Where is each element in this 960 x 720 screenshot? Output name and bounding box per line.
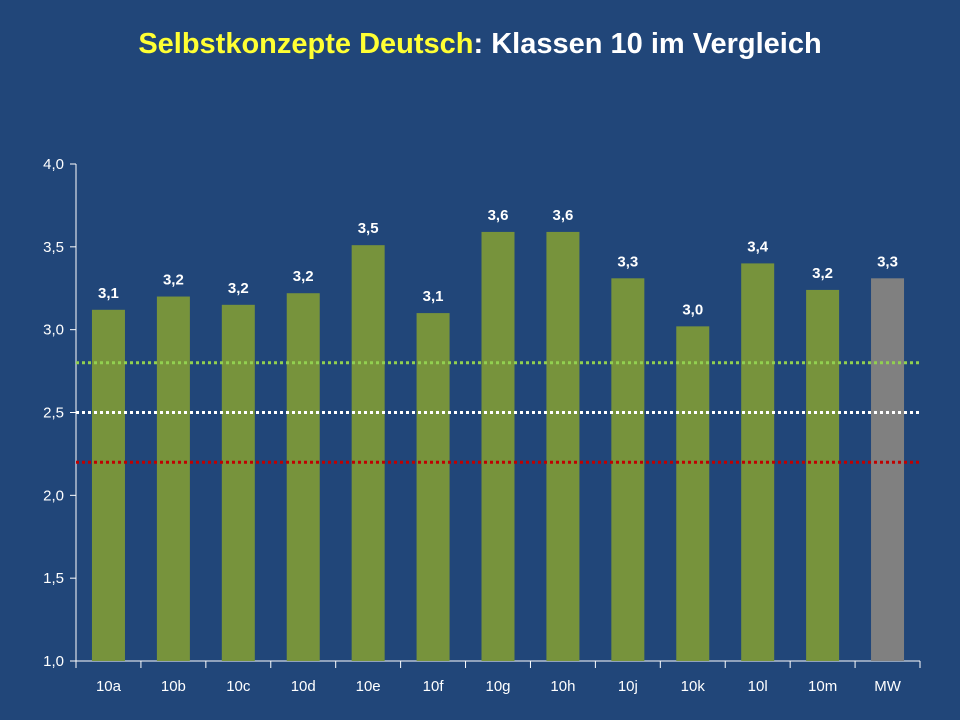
x-tick-label: 10m <box>808 678 837 695</box>
data-label: 3,4 <box>747 238 769 255</box>
data-label: 3,3 <box>617 253 638 270</box>
y-tick-label: 3,0 <box>43 322 64 339</box>
bar <box>91 309 125 661</box>
x-tick-label: 10h <box>550 678 575 695</box>
bar <box>741 263 775 661</box>
bar <box>156 296 190 661</box>
chart-title: Selbstkonzepte Deutsch: Klassen 10 im Ve… <box>0 28 960 61</box>
bar-mean <box>871 278 905 661</box>
x-tick-label: 10g <box>485 678 510 695</box>
data-label: 3,3 <box>877 253 898 270</box>
bar <box>416 313 450 661</box>
chart-title-highlight: Selbstkonzepte Deutsch <box>138 28 474 60</box>
data-label: 3,2 <box>293 268 314 285</box>
y-tick-label: 4,0 <box>43 156 64 173</box>
data-label: 3,2 <box>812 265 833 282</box>
bar <box>611 278 645 661</box>
x-tick-label: 10f <box>423 678 445 695</box>
x-tick-label: 10d <box>291 678 316 695</box>
data-label: 3,1 <box>98 285 119 302</box>
x-tick-label: 10k <box>681 678 706 695</box>
data-label: 3,6 <box>552 207 573 224</box>
y-tick-label: 2,5 <box>43 405 64 422</box>
bar <box>806 289 840 661</box>
bar <box>676 326 710 661</box>
x-tick-label: 10l <box>748 678 768 695</box>
bar <box>546 231 580 661</box>
bar <box>286 293 320 661</box>
y-tick-label: 3,5 <box>43 239 64 256</box>
y-tick-label: 1,0 <box>43 653 64 670</box>
bar <box>221 304 255 661</box>
y-tick-label: 1,5 <box>43 570 64 587</box>
x-tick-label: 10e <box>356 678 381 695</box>
x-tick-label: 10b <box>161 678 186 695</box>
data-label: 3,5 <box>358 220 379 237</box>
data-label: 3,6 <box>488 207 509 224</box>
data-label: 3,0 <box>682 301 703 318</box>
y-tick-label: 2,0 <box>43 487 64 504</box>
data-label: 3,2 <box>163 272 184 289</box>
x-tick-label: 10a <box>96 678 122 695</box>
data-label: 3,1 <box>423 288 444 305</box>
chart-title-rest: : Klassen 10 im Vergleich <box>473 28 822 60</box>
bar <box>481 231 515 661</box>
bar <box>351 245 385 661</box>
x-tick-label: 10c <box>226 678 251 695</box>
x-tick-label: MW <box>874 678 901 695</box>
x-tick-label: 10j <box>618 678 638 695</box>
data-label: 3,2 <box>228 280 249 297</box>
